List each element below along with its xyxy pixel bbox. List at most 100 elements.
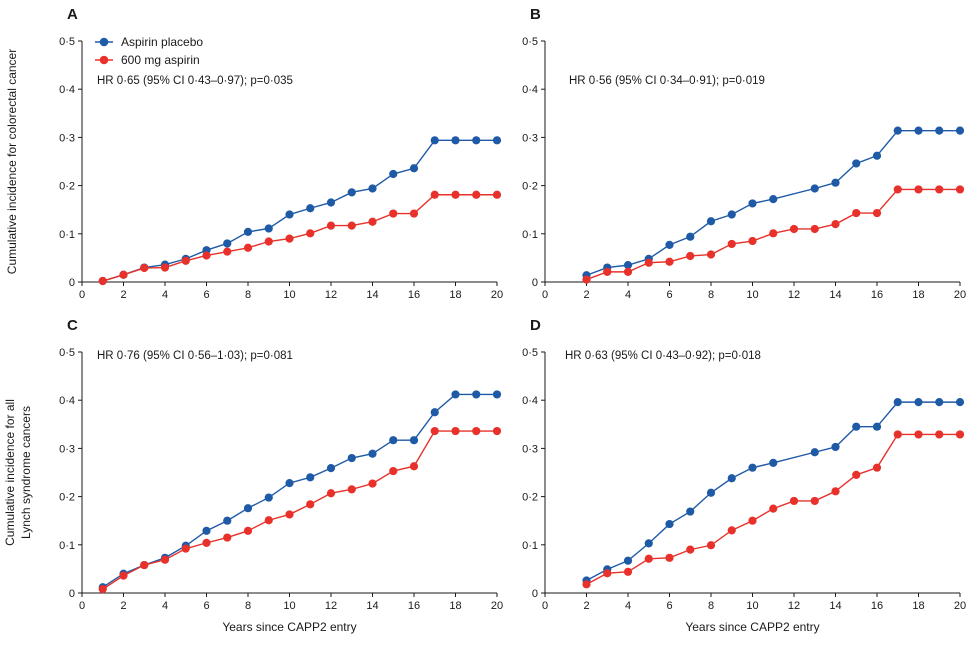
data-point <box>914 430 923 439</box>
series-600mg-aspirin <box>98 190 502 286</box>
series-aspirin-placebo <box>582 126 965 280</box>
data-point <box>368 479 377 488</box>
data-point <box>810 224 819 234</box>
data-point <box>285 510 294 519</box>
data-point <box>727 239 736 249</box>
x-tick-label: 14 <box>366 289 378 301</box>
x-tick-label: 16 <box>408 289 420 301</box>
x-tick-label: 6 <box>203 600 209 612</box>
data-point <box>243 227 253 236</box>
data-point <box>748 199 757 208</box>
data-point <box>665 553 674 562</box>
x-tick-label: 12 <box>325 600 337 612</box>
data-point <box>769 194 778 204</box>
x-tick-label: 12 <box>788 289 800 301</box>
series-600mg-aspirin <box>98 426 502 594</box>
y-axis-label: Cumulative incidence for all <box>3 399 17 546</box>
x-tick-label: 16 <box>871 289 883 301</box>
data-point <box>306 473 315 482</box>
y-axis-label: Lynch syndrome cancers <box>19 406 33 539</box>
x-tick-label: 18 <box>449 600 461 612</box>
data-point <box>831 220 840 229</box>
data-point <box>409 209 419 218</box>
hr-annotation: HR 0·63 (95% CI 0·43–0·92); p=0·018 <box>565 350 761 362</box>
data-point <box>181 256 190 265</box>
y-tick-label: 0·3 <box>522 132 538 144</box>
x-tick-label: 12 <box>325 289 337 301</box>
data-point <box>769 229 778 238</box>
x-tick-label: 6 <box>666 289 672 301</box>
data-point <box>706 217 716 226</box>
y-tick-label: 0·4 <box>522 395 538 407</box>
x-tick-label: 2 <box>583 600 589 612</box>
y-tick-label: 0·4 <box>59 395 75 407</box>
data-point <box>119 270 128 279</box>
data-point <box>451 136 460 145</box>
data-point <box>769 458 778 467</box>
data-point <box>409 462 419 471</box>
y-tick-label: 0·3 <box>59 443 75 455</box>
x-tick-label: 2 <box>120 289 126 301</box>
data-point <box>430 190 439 199</box>
data-point <box>223 247 232 256</box>
data-point <box>644 554 653 563</box>
x-tick-label: 18 <box>449 289 461 301</box>
x-tick-label: 4 <box>625 600 631 612</box>
data-point <box>623 556 633 565</box>
y-tick-label: 0·4 <box>522 84 538 96</box>
data-point <box>665 240 674 249</box>
data-point <box>914 398 923 407</box>
series-aspirin-placebo <box>582 398 965 585</box>
y-tick-label: 0·1 <box>59 229 75 241</box>
x-tick-label: 16 <box>408 600 420 612</box>
data-point <box>893 430 902 439</box>
x-tick-label: 4 <box>162 289 168 301</box>
data-point <box>831 442 840 452</box>
data-point <box>202 538 211 547</box>
data-point <box>285 479 294 488</box>
data-point <box>582 275 591 284</box>
y-tick-label: 0·5 <box>522 347 538 359</box>
panel-label: D <box>530 317 541 334</box>
y-tick-label: 0·3 <box>522 443 538 455</box>
data-point <box>368 217 377 226</box>
data-point <box>872 422 882 431</box>
data-point <box>686 507 695 516</box>
x-tick-label: 0 <box>79 600 85 612</box>
series-aspirin-placebo <box>98 390 502 592</box>
data-point <box>451 426 460 436</box>
data-point <box>264 224 273 233</box>
data-point <box>119 571 128 580</box>
data-point <box>623 267 633 276</box>
legend-marker <box>99 55 109 65</box>
panel-b: 0 2 4 6 8 10 12 14 16 18 20 0 0·1 0·2 0·3 0·4 0·5 B HR 0·5… <box>522 6 966 301</box>
x-tick-label: 10 <box>283 289 295 301</box>
data-point <box>492 426 502 436</box>
data-point <box>789 224 799 234</box>
data-point <box>935 185 944 194</box>
legend-label: 600 mg aspirin <box>121 53 200 67</box>
series-600mg-aspirin <box>582 430 965 589</box>
y-tick-label: 0 <box>532 588 538 600</box>
data-point <box>706 488 716 497</box>
x-tick-label: 10 <box>283 600 295 612</box>
data-point <box>831 178 840 187</box>
data-point <box>665 257 674 266</box>
x-tick-label: 6 <box>203 289 209 301</box>
data-point <box>955 398 965 407</box>
data-point <box>472 426 481 436</box>
data-point <box>727 526 736 535</box>
data-point <box>872 208 882 218</box>
data-point <box>644 539 653 548</box>
x-tick-label: 14 <box>829 289 841 301</box>
x-tick-label: 2 <box>120 600 126 612</box>
data-point <box>472 390 481 399</box>
y-tick-label: 0·5 <box>59 347 75 359</box>
x-tick-label: 20 <box>491 289 503 301</box>
data-point <box>727 474 736 483</box>
data-point <box>748 463 757 472</box>
data-point <box>893 126 902 135</box>
data-point <box>872 463 882 472</box>
legend-marker <box>99 37 109 47</box>
x-tick-label: 0 <box>542 600 548 612</box>
